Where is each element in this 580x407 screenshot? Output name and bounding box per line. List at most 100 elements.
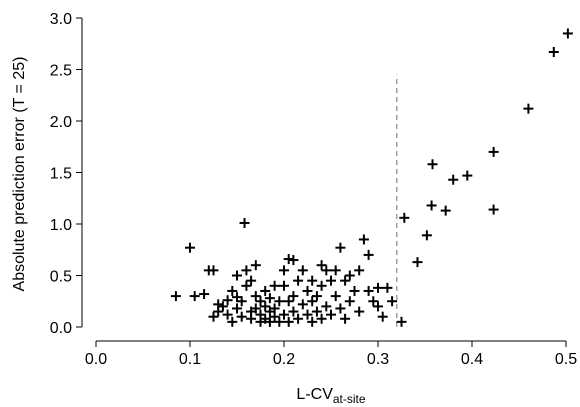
data-point	[288, 255, 299, 266]
x-axis-title-main: L-CV	[296, 386, 333, 403]
x-axis-title: L-CVat-site	[296, 386, 365, 406]
data-point	[354, 265, 365, 276]
data-point	[363, 285, 374, 296]
data-point	[396, 316, 407, 327]
x-tick-label: 0.1	[179, 351, 201, 368]
data-point	[307, 296, 318, 307]
data-point	[239, 217, 250, 228]
data-point	[488, 146, 499, 157]
data-point	[316, 313, 327, 324]
data-point	[307, 316, 318, 327]
data-point	[269, 280, 280, 291]
x-axis-title-subscript: at-site	[333, 392, 366, 406]
data-point	[321, 301, 332, 312]
y-tick-label: 1.0	[50, 217, 72, 234]
data-point	[358, 234, 369, 245]
data-point	[340, 313, 351, 324]
plot-area	[81, 18, 566, 342]
y-axis-title: Absolute prediction error (T = 25)	[11, 57, 28, 292]
data-point	[302, 309, 313, 320]
data-point	[448, 174, 459, 185]
data-point	[293, 275, 304, 286]
data-point	[297, 265, 308, 276]
data-point	[344, 296, 355, 307]
data-point	[208, 265, 219, 276]
data-point	[297, 299, 308, 310]
y-tick-label: 2.5	[50, 63, 72, 80]
data-point	[236, 311, 247, 322]
data-point	[264, 316, 275, 327]
data-point	[427, 159, 438, 170]
data-point	[321, 265, 332, 276]
data-point	[363, 249, 374, 260]
data-point	[250, 291, 261, 302]
data-point	[232, 270, 242, 281]
y-ticks: 0.0 0.5 1.0 1.5 2.0 2.5 3.0	[50, 11, 82, 337]
data-point	[274, 296, 285, 307]
y-tick-label: 3.0	[50, 11, 72, 28]
data-point	[344, 270, 355, 281]
data-point	[250, 260, 261, 271]
data-point	[208, 311, 219, 322]
x-tick-label: 0.5	[555, 351, 577, 368]
data-point	[255, 296, 266, 307]
data-point	[387, 296, 398, 307]
data-point	[440, 205, 451, 216]
data-point	[373, 301, 383, 312]
data-point	[562, 28, 573, 39]
data-point	[302, 285, 313, 296]
data-point	[246, 275, 257, 286]
data-point	[241, 280, 252, 291]
data-point	[264, 293, 275, 304]
data-point	[412, 257, 423, 268]
x-ticks: 0.0 0.1 0.2 0.3 0.4 0.5	[85, 341, 577, 368]
data-point	[222, 295, 233, 306]
data-point	[222, 309, 233, 320]
data-point	[373, 282, 383, 293]
data-point	[377, 311, 388, 322]
data-point	[316, 280, 327, 291]
data-point	[274, 316, 285, 327]
y-tick-label: 0.5	[50, 269, 72, 286]
y-tick-label: 1.5	[50, 166, 72, 183]
x-tick-label: 0.3	[367, 351, 389, 368]
data-point	[246, 313, 257, 324]
data-point	[288, 291, 299, 302]
data-points	[170, 28, 573, 327]
data-point	[260, 285, 271, 296]
data-point	[330, 265, 341, 276]
data-point	[311, 291, 322, 302]
data-point	[326, 309, 336, 320]
data-point	[523, 103, 534, 114]
data-point	[382, 282, 393, 293]
data-point	[340, 275, 351, 286]
data-point	[189, 291, 200, 302]
data-point	[185, 242, 195, 253]
data-point	[349, 285, 360, 296]
data-point	[330, 291, 341, 302]
x-tick-label: 0.2	[273, 351, 295, 368]
data-point	[421, 230, 432, 241]
y-tick-label: 0.0	[50, 320, 72, 337]
data-point	[227, 316, 238, 327]
data-point	[199, 289, 210, 300]
data-point	[227, 285, 238, 296]
data-point	[368, 296, 379, 307]
data-point	[232, 303, 242, 314]
data-point	[335, 242, 346, 253]
data-point	[170, 291, 181, 302]
data-point	[241, 265, 252, 276]
data-point	[548, 46, 559, 57]
data-point	[213, 306, 224, 317]
data-point	[269, 303, 280, 314]
data-point	[217, 301, 228, 312]
y-tick-label: 2.0	[50, 114, 72, 131]
x-tick-label: 0.4	[461, 351, 483, 368]
data-point	[279, 280, 289, 291]
data-point	[260, 301, 271, 312]
data-point	[399, 212, 410, 223]
data-point	[283, 254, 294, 265]
data-point	[288, 306, 299, 317]
data-point	[250, 303, 261, 314]
